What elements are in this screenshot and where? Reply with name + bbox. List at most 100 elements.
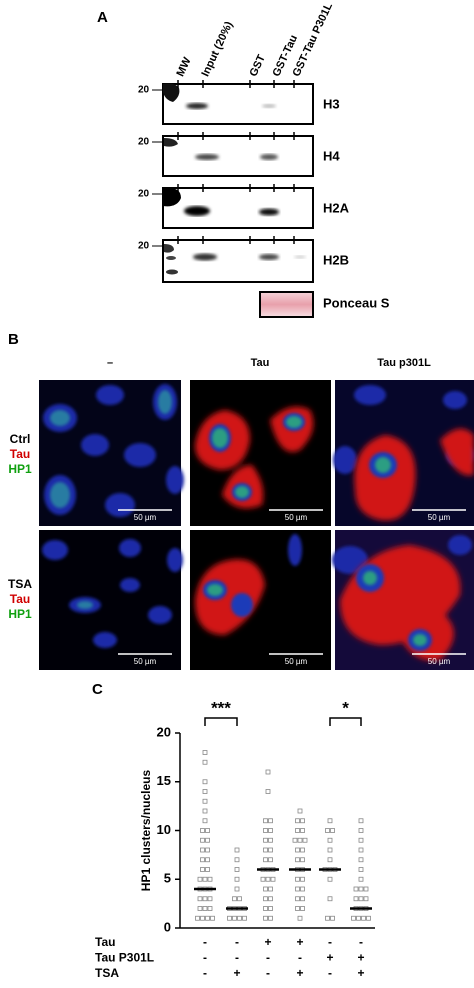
data-point [325, 915, 330, 921]
data-point [200, 915, 205, 921]
data-point [232, 896, 237, 902]
condition-mark: - [203, 966, 207, 980]
data-point [202, 759, 208, 765]
condition-mark: + [357, 966, 364, 980]
figure-shape [443, 391, 467, 409]
data-point [197, 876, 203, 882]
figure-shape [440, 428, 474, 476]
figure-shape [212, 428, 228, 448]
data-point [200, 828, 205, 833]
data-point [234, 876, 240, 882]
figure-shape [235, 486, 249, 498]
figure-shape [162, 187, 314, 229]
figure-shape [195, 559, 265, 635]
y-tick-label: 20 [157, 724, 171, 739]
figure-shape [158, 390, 172, 414]
data-point [202, 798, 208, 804]
figure-shape [105, 493, 135, 517]
data-point [300, 896, 305, 902]
data-point [366, 915, 371, 921]
data-point [363, 896, 369, 902]
data-point [327, 818, 333, 824]
data-point [207, 896, 213, 902]
condition-mark: - [203, 935, 207, 949]
row-label: HP1 [8, 607, 32, 621]
data-point [300, 828, 305, 833]
data-point [205, 847, 210, 853]
data-point [202, 779, 208, 785]
condition-mark: - [266, 966, 270, 980]
data-point [205, 837, 210, 843]
data-point [300, 857, 305, 863]
data-point [234, 886, 240, 892]
significance-label: * [342, 698, 349, 717]
row-label: HP1 [8, 462, 32, 476]
data-point [358, 896, 364, 902]
blot-label: H2B [323, 252, 349, 267]
condition-mark: - [328, 966, 332, 980]
significance-label: *** [211, 698, 231, 717]
figure-shape [259, 208, 279, 216]
figure-shape [164, 244, 174, 253]
data-point [358, 876, 364, 882]
data-point [242, 915, 247, 921]
lane-label: Input (20%) [199, 19, 235, 78]
condition-mark: - [266, 951, 270, 965]
row-label: Tau [10, 447, 30, 461]
data-point [205, 828, 210, 833]
data-point [297, 915, 303, 921]
group [162, 80, 314, 318]
condition-mark: - [235, 951, 239, 965]
condition-mark: - [235, 935, 239, 949]
figure-shape [259, 254, 279, 260]
condition-label: Tau P301L [95, 951, 154, 965]
data-point [205, 867, 210, 872]
condition-mark: - [203, 951, 207, 965]
data-point [330, 915, 335, 921]
data-point [202, 906, 208, 911]
significance-bracket [204, 717, 238, 726]
data-point [351, 915, 356, 921]
group [207, 416, 427, 646]
figure-shape [42, 540, 68, 560]
data-point [327, 837, 333, 843]
scale-bar-label: 50 µm [134, 513, 157, 522]
y-tick-label: 5 [164, 871, 171, 886]
figure-shape [294, 255, 306, 259]
data-point [263, 915, 268, 921]
data-point [325, 828, 330, 833]
data-point [200, 837, 205, 843]
row-label: Ctrl [10, 432, 31, 446]
figure-shape [163, 83, 180, 102]
data-point [295, 818, 300, 824]
data-point [295, 906, 300, 911]
condition-mark: + [233, 966, 240, 980]
mw-marker: 20 [138, 241, 150, 252]
condition-mark: - [328, 935, 332, 949]
row-label: Tau [10, 592, 30, 606]
data-point [300, 876, 305, 882]
data-point [202, 818, 208, 824]
group [177, 80, 295, 244]
data-point [263, 886, 268, 892]
data-point [358, 837, 364, 843]
data-point [263, 857, 268, 863]
data-point [202, 896, 208, 902]
data-point [263, 828, 268, 833]
data-point [327, 857, 333, 863]
data-point [268, 837, 273, 843]
data-point [300, 818, 305, 824]
lane-label: MW [174, 55, 193, 78]
figure-shape [167, 548, 183, 572]
data-point [330, 828, 335, 833]
scale-bar-label: 50 µm [285, 657, 308, 666]
y-tick-label: 10 [157, 822, 171, 837]
data-point [268, 828, 273, 833]
group [50, 390, 172, 609]
data-point [202, 808, 208, 814]
data-point [295, 847, 300, 853]
figure-shape [77, 601, 93, 609]
figure-shape [124, 443, 156, 467]
